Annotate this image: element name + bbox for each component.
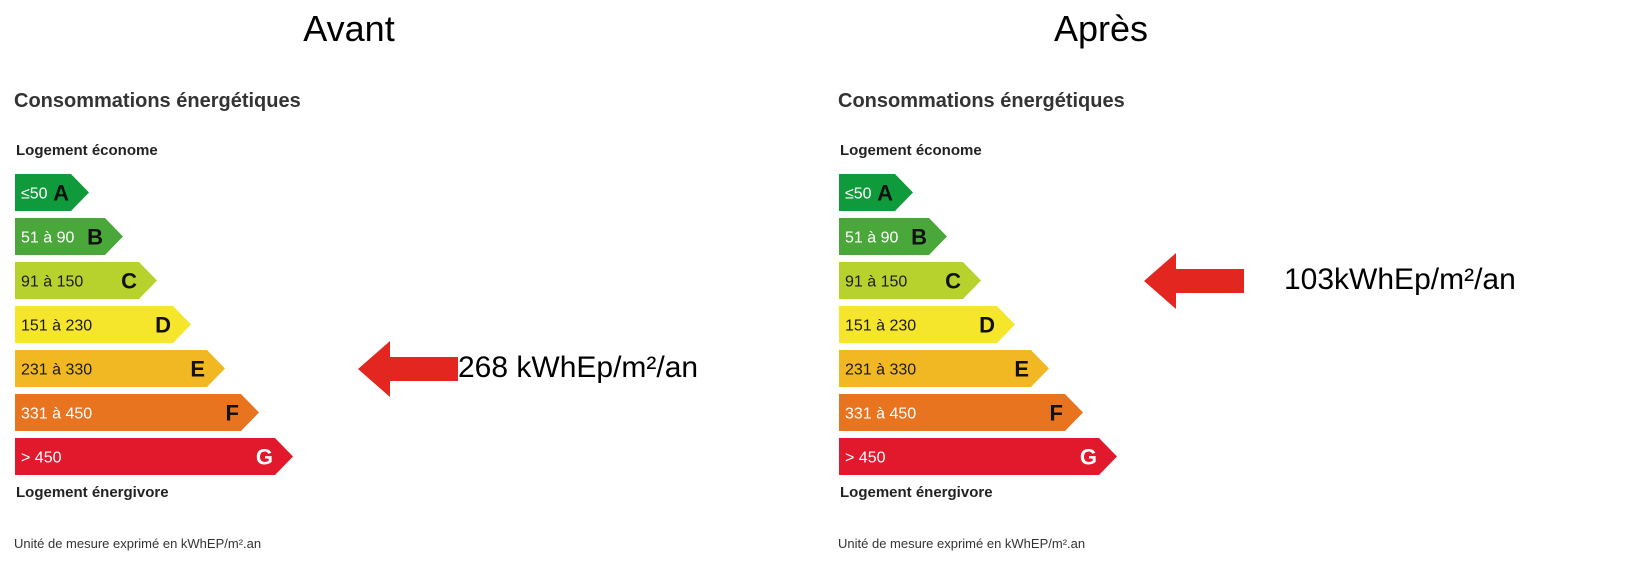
bottom-label: Logement énergivore bbox=[840, 484, 993, 501]
energy-bar-f bbox=[839, 394, 1083, 431]
energy-bar-range: > 450 bbox=[21, 450, 62, 467]
energy-label-after: Après Consommations énergétiques Logemen… bbox=[824, 0, 1604, 579]
chart-title: Consommations énergétiques bbox=[14, 90, 301, 112]
energy-bar-letter: D bbox=[155, 313, 171, 338]
energy-bar-range: 51 à 90 bbox=[845, 230, 898, 247]
chart-title: Consommations énergétiques bbox=[838, 90, 1125, 112]
energy-bar-range: > 450 bbox=[845, 450, 886, 467]
energy-bar-d bbox=[839, 306, 1015, 343]
arrow-left-icon bbox=[1144, 252, 1244, 309]
value-label: 268 kWhEp/m²/an bbox=[458, 350, 699, 384]
energy-bar-range: 51 à 90 bbox=[21, 230, 74, 247]
energy-bar-range: 151 à 230 bbox=[21, 318, 92, 335]
unit-note: Unité de mesure exprimé en kWhEP/m².an bbox=[838, 536, 1086, 551]
energy-bar-a bbox=[15, 174, 89, 211]
energy-label-before: Avant Consommations énergétiques Logemen… bbox=[0, 0, 780, 579]
indicator-arrow bbox=[1144, 252, 1244, 309]
energy-bar-letter: F bbox=[226, 401, 239, 426]
top-label: Logement économe bbox=[840, 142, 982, 159]
energy-bar-letter: F bbox=[1050, 401, 1063, 426]
indicator-arrow bbox=[358, 340, 458, 397]
energy-bar-b bbox=[839, 218, 947, 255]
energy-bar-e bbox=[839, 350, 1049, 387]
energy-scale: ≤50 A 51 à 90 B 91 à 150 C 151 à 230 D 231 à 330… bbox=[15, 174, 293, 475]
energy-bar-letter: G bbox=[256, 445, 273, 470]
energy-bar-range: 231 à 330 bbox=[21, 362, 92, 379]
panel-heading: Avant bbox=[303, 8, 395, 49]
energy-bar-range: ≤50 bbox=[21, 186, 48, 203]
energy-bar-b bbox=[15, 218, 123, 255]
energy-bar-letter: C bbox=[945, 269, 961, 294]
energy-bar-range: 331 à 450 bbox=[21, 406, 92, 423]
energy-bar-range: 91 à 150 bbox=[845, 274, 907, 291]
energy-bar-g bbox=[15, 438, 293, 475]
energy-scale: ≤50 A 51 à 90 B 91 à 150 C 151 à 230 D 231 à 330… bbox=[839, 174, 1117, 475]
energy-bar-range: 91 à 150 bbox=[21, 274, 83, 291]
energy-bar-letter: E bbox=[190, 357, 205, 382]
unit-note: Unité de mesure exprimé en kWhEP/m².an bbox=[14, 536, 262, 551]
energy-bar-range: 151 à 230 bbox=[845, 318, 916, 335]
energy-bar-letter: A bbox=[53, 181, 69, 206]
energy-bar-g bbox=[839, 438, 1117, 475]
energy-bar-range: 331 à 450 bbox=[845, 406, 916, 423]
energy-bar-a bbox=[839, 174, 913, 211]
energy-bar-e bbox=[15, 350, 225, 387]
panel-heading: Après bbox=[1053, 8, 1149, 49]
energy-bar-letter: A bbox=[877, 181, 893, 206]
energy-bar-letter: G bbox=[1080, 445, 1097, 470]
energy-bar-letter: B bbox=[87, 225, 103, 250]
energy-bar-range: 231 à 330 bbox=[845, 362, 916, 379]
energy-bar-letter: D bbox=[979, 313, 995, 338]
value-label: 103kWhEp/m²/an bbox=[1284, 262, 1516, 296]
energy-bar-letter: C bbox=[121, 269, 137, 294]
bottom-label: Logement énergivore bbox=[16, 484, 169, 501]
energy-bar-letter: B bbox=[911, 225, 927, 250]
energy-bar-f bbox=[15, 394, 259, 431]
energy-bar-c bbox=[839, 262, 981, 299]
energy-bar-d bbox=[15, 306, 191, 343]
energy-bar-range: ≤50 bbox=[845, 186, 872, 203]
energy-bar-letter: E bbox=[1014, 357, 1029, 382]
top-label: Logement économe bbox=[16, 142, 158, 159]
energy-bar-c bbox=[15, 262, 157, 299]
arrow-left-icon bbox=[358, 340, 458, 397]
